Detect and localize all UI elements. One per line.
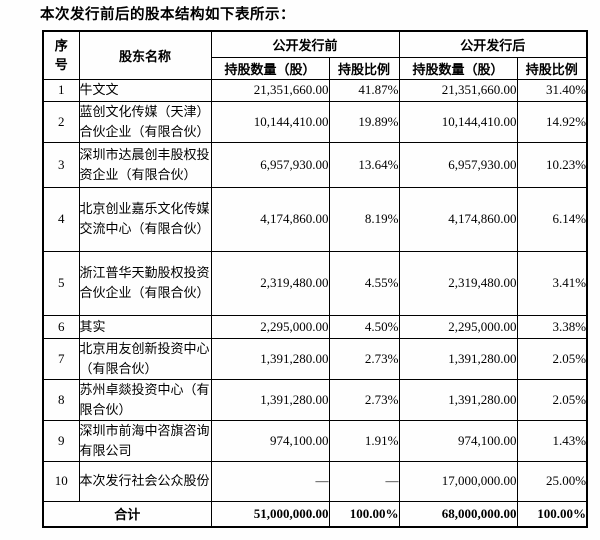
row-serial: 9 — [42, 419, 80, 462]
row-serial: 2 — [42, 100, 80, 143]
shareholder-name: 本次发行社会公众股份 — [78, 460, 212, 502]
total-ratio-before: 100.00% — [328, 500, 400, 528]
shares-before: — — [210, 460, 330, 502]
shares-after: 1,391,280.00 — [398, 337, 518, 380]
shares-before: 974,100.00 — [210, 419, 330, 462]
table-row: 3 深圳市达晨创丰股权投资企业（有限合伙） 6,957,930.00 13.64… — [42, 141, 588, 188]
header-ratio-before: 持股比例 — [328, 56, 400, 80]
shares-after: 2,319,480.00 — [398, 250, 518, 316]
row-serial: 6 — [42, 314, 80, 339]
ratio-before: — — [328, 460, 400, 502]
table-row: 10 本次发行社会公众股份 — — 17,000,000.00 25.00% — [42, 460, 588, 502]
row-serial: 3 — [42, 141, 80, 188]
shareholder-name: 北京用友创新投资中心（有限合伙） — [78, 337, 212, 380]
shares-before: 1,391,280.00 — [210, 337, 330, 380]
table-row: 5 浙江普华天勤股权投资合伙企业（有限合伙） 2,319,480.00 4.55… — [42, 250, 588, 316]
ratio-after: 10.23% — [516, 141, 588, 188]
header-row-groups: 序号 股东名称 公开发行前 公开发行后 — [42, 30, 588, 80]
header-group-after-offering: 公开发行后 — [398, 30, 588, 58]
row-serial: 1 — [42, 78, 80, 102]
total-shares-before: 51,000,000.00 — [210, 500, 330, 528]
shares-before: 10,144,410.00 — [210, 100, 330, 143]
shares-before: 2,319,480.00 — [210, 250, 330, 316]
header-shares-after: 持股数量（股） — [398, 56, 518, 80]
shares-after: 974,100.00 — [398, 419, 518, 462]
shareholder-name: 深圳市前海中咨旗咨询有限公司 — [78, 419, 212, 462]
row-serial: 7 — [42, 337, 80, 380]
shares-after: 17,000,000.00 — [398, 460, 518, 502]
shareholder-name: 深圳市达晨创丰股权投资企业（有限合伙） — [78, 141, 212, 188]
total-row: 合计 51,000,000.00 100.00% 68,000,000.00 1… — [42, 500, 588, 528]
shares-before: 2,295,000.00 — [210, 314, 330, 339]
shares-before: 1,391,280.00 — [210, 378, 330, 421]
share-structure-table: 序号 股东名称 公开发行前 公开发行后 持股数量（股） 持股比例 持股数量（股）… — [42, 30, 589, 528]
shareholder-name: 浙江普华天勤股权投资合伙企业（有限合伙） — [78, 250, 212, 316]
table-row: 2 蓝创文化传媒（天津）合伙企业（有限合伙） 10,144,410.00 19.… — [42, 100, 588, 143]
header-serial-number-label: 序号 — [54, 38, 68, 73]
ratio-after: 14.92% — [516, 100, 588, 143]
table-row: 1 牛文文 21,351,660.00 41.87% 21,351,660.00… — [42, 78, 588, 102]
ratio-before: 8.19% — [328, 186, 400, 252]
ratio-after: 2.05% — [516, 378, 588, 421]
shares-after: 21,351,660.00 — [398, 78, 518, 102]
shares-after: 1,391,280.00 — [398, 378, 518, 421]
shares-after: 6,957,930.00 — [398, 141, 518, 188]
table-row: 8 苏州卓燚投资中心（有限合伙） 1,391,280.00 2.73% 1,39… — [42, 378, 588, 421]
ratio-after: 1.43% — [516, 419, 588, 462]
header-group-before-offering: 公开发行前 — [210, 30, 400, 58]
total-label: 合计 — [42, 500, 212, 528]
section-title: 本次发行前后的股本结构如下表所示： — [40, 7, 295, 23]
ratio-after: 3.38% — [516, 314, 588, 339]
ratio-before: 2.73% — [328, 378, 400, 421]
header-shares-before: 持股数量（股） — [210, 56, 330, 80]
ratio-after: 6.14% — [516, 186, 588, 252]
row-serial: 10 — [42, 460, 80, 502]
shares-after: 10,144,410.00 — [398, 100, 518, 143]
ratio-after: 3.41% — [516, 250, 588, 316]
ratio-after: 31.40% — [516, 78, 588, 102]
ratio-after: 25.00% — [516, 460, 588, 502]
header-shareholder-name: 股东名称 — [78, 30, 212, 80]
ratio-before: 1.91% — [328, 419, 400, 462]
shareholder-name: 牛文文 — [78, 78, 212, 102]
shareholder-name: 其实 — [78, 314, 212, 339]
ratio-before: 13.64% — [328, 141, 400, 188]
table-row: 6 其实 2,295,000.00 4.50% 2,295,000.00 3.3… — [42, 314, 588, 339]
shares-after: 2,295,000.00 — [398, 314, 518, 339]
shareholder-name: 苏州卓燚投资中心（有限合伙） — [78, 378, 212, 421]
table-row: 9 深圳市前海中咨旗咨询有限公司 974,100.00 1.91% 974,10… — [42, 419, 588, 462]
shares-after: 4,174,860.00 — [398, 186, 518, 252]
ratio-before: 4.50% — [328, 314, 400, 339]
row-serial: 4 — [42, 186, 80, 252]
ratio-after: 2.05% — [516, 337, 588, 380]
table-row: 7 北京用友创新投资中心（有限合伙） 1,391,280.00 2.73% 1,… — [42, 337, 588, 380]
ratio-before: 4.55% — [328, 250, 400, 316]
row-serial: 5 — [42, 250, 80, 316]
header-serial-number: 序号 — [42, 30, 80, 80]
shares-before: 4,174,860.00 — [210, 186, 330, 252]
shareholder-name: 蓝创文化传媒（天津）合伙企业（有限合伙） — [78, 100, 212, 143]
shares-before: 6,957,930.00 — [210, 141, 330, 188]
total-shares-after: 68,000,000.00 — [398, 500, 518, 528]
ratio-before: 2.73% — [328, 337, 400, 380]
total-ratio-after: 100.00% — [516, 500, 588, 528]
shares-before: 21,351,660.00 — [210, 78, 330, 102]
ratio-before: 41.87% — [328, 78, 400, 102]
ratio-before: 19.89% — [328, 100, 400, 143]
header-ratio-after: 持股比例 — [516, 56, 588, 80]
table-row: 4 北京创业嘉乐文化传媒交流中心（有限合伙） 4,174,860.00 8.19… — [42, 186, 588, 252]
shareholder-name: 北京创业嘉乐文化传媒交流中心（有限合伙） — [78, 186, 212, 252]
row-serial: 8 — [42, 378, 80, 421]
